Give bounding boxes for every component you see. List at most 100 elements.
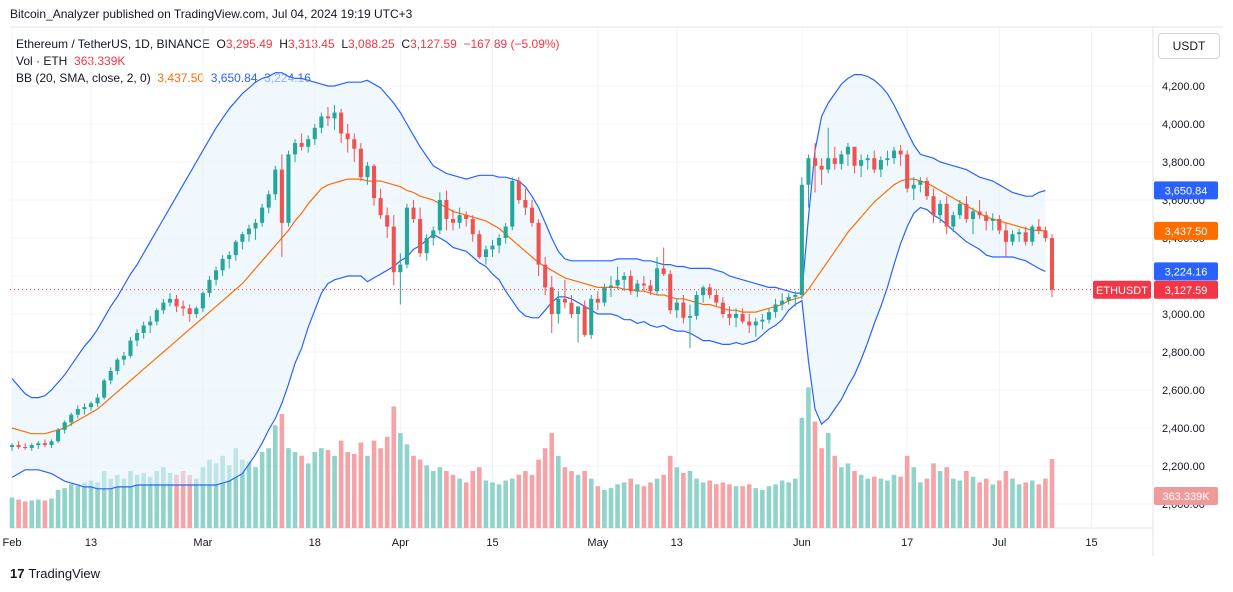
candle[interactable] bbox=[668, 270, 673, 314]
candle[interactable] bbox=[154, 308, 159, 326]
candle[interactable] bbox=[681, 295, 686, 324]
candle[interactable] bbox=[352, 133, 357, 163]
candle[interactable] bbox=[279, 154, 284, 257]
candle[interactable] bbox=[747, 314, 752, 333]
candle[interactable] bbox=[615, 266, 620, 290]
candle[interactable] bbox=[174, 295, 179, 313]
candle[interactable] bbox=[299, 133, 304, 151]
candle[interactable] bbox=[16, 441, 21, 449]
candle[interactable] bbox=[523, 188, 528, 216]
candle[interactable] bbox=[576, 306, 581, 343]
candle[interactable] bbox=[661, 247, 666, 277]
candle[interactable] bbox=[128, 336, 133, 358]
candle[interactable] bbox=[786, 293, 791, 305]
candle[interactable] bbox=[345, 124, 350, 153]
candle[interactable] bbox=[325, 106, 330, 126]
time-axis[interactable]: Feb 13 Mar 18 Apr 15 May 13 Jun 17 Jul 15 bbox=[3, 537, 1098, 549]
candle[interactable] bbox=[773, 298, 778, 318]
candle[interactable] bbox=[938, 200, 943, 223]
candle[interactable] bbox=[720, 296, 725, 318]
candle[interactable] bbox=[655, 257, 660, 295]
candle[interactable] bbox=[905, 150, 910, 193]
candle[interactable] bbox=[214, 266, 219, 286]
candle[interactable] bbox=[220, 255, 225, 276]
candle[interactable] bbox=[635, 279, 640, 297]
candle[interactable] bbox=[628, 270, 633, 295]
candle[interactable] bbox=[9, 443, 15, 451]
candle[interactable] bbox=[622, 272, 627, 292]
candle[interactable] bbox=[42, 439, 47, 447]
candle[interactable] bbox=[398, 253, 403, 305]
candle[interactable] bbox=[845, 143, 850, 166]
candle[interactable] bbox=[115, 357, 120, 375]
candle[interactable] bbox=[701, 285, 706, 303]
candle[interactable] bbox=[371, 163, 377, 206]
candle[interactable] bbox=[135, 329, 140, 347]
candle[interactable] bbox=[385, 207, 390, 238]
candle[interactable] bbox=[529, 200, 535, 227]
candle[interactable] bbox=[1017, 228, 1022, 242]
candle[interactable] bbox=[885, 150, 890, 166]
candle[interactable] bbox=[543, 257, 548, 295]
candle[interactable] bbox=[404, 203, 409, 269]
candle[interactable] bbox=[1023, 226, 1028, 246]
candle[interactable] bbox=[780, 293, 785, 311]
candle[interactable] bbox=[227, 251, 232, 269]
candle[interactable] bbox=[332, 105, 337, 130]
candle[interactable] bbox=[240, 232, 245, 250]
candle[interactable] bbox=[1030, 224, 1035, 246]
candle[interactable] bbox=[483, 245, 488, 265]
candle[interactable] bbox=[266, 190, 271, 214]
candle[interactable] bbox=[569, 295, 574, 318]
candle[interactable] bbox=[503, 222, 508, 244]
candle[interactable] bbox=[464, 211, 469, 227]
candle[interactable] bbox=[253, 219, 258, 240]
candle[interactable] bbox=[602, 283, 607, 307]
candle[interactable] bbox=[246, 224, 252, 242]
candle[interactable] bbox=[766, 308, 772, 324]
candle[interactable] bbox=[431, 226, 436, 246]
candle[interactable] bbox=[674, 298, 679, 318]
currency-button[interactable]: USDT bbox=[1158, 33, 1220, 59]
candle[interactable] bbox=[477, 230, 482, 259]
candle[interactable] bbox=[1003, 222, 1008, 257]
candle[interactable] bbox=[510, 177, 515, 231]
candle[interactable] bbox=[865, 154, 870, 170]
tradingview-logo[interactable]: 17 TradingView bbox=[10, 566, 100, 581]
candle[interactable] bbox=[760, 314, 765, 330]
legend-bb-label[interactable]: BB (20, SMA, close, 2, 0) bbox=[16, 71, 151, 85]
candle[interactable] bbox=[424, 234, 429, 261]
candle[interactable] bbox=[589, 295, 594, 339]
candle[interactable] bbox=[562, 279, 567, 309]
candle[interactable] bbox=[970, 207, 976, 235]
candle[interactable] bbox=[88, 401, 94, 411]
candle[interactable] bbox=[918, 177, 923, 193]
candle[interactable] bbox=[1010, 230, 1015, 246]
candle[interactable] bbox=[36, 441, 41, 449]
candle[interactable] bbox=[536, 219, 541, 276]
candle[interactable] bbox=[931, 188, 936, 223]
candle[interactable] bbox=[608, 276, 614, 297]
candle[interactable] bbox=[286, 150, 291, 227]
candle[interactable] bbox=[306, 135, 311, 153]
candle[interactable] bbox=[82, 403, 87, 415]
candle[interactable] bbox=[516, 177, 521, 204]
candle[interactable] bbox=[437, 192, 442, 235]
candle[interactable] bbox=[872, 150, 877, 174]
candle[interactable] bbox=[141, 321, 146, 339]
candle[interactable] bbox=[339, 108, 344, 143]
candle[interactable] bbox=[181, 300, 186, 316]
candle[interactable] bbox=[549, 276, 554, 333]
candle[interactable] bbox=[365, 162, 370, 185]
candle[interactable] bbox=[984, 211, 989, 231]
candle[interactable] bbox=[23, 443, 28, 450]
candle[interactable] bbox=[1043, 226, 1048, 242]
candle[interactable] bbox=[812, 143, 818, 193]
candle[interactable] bbox=[161, 298, 166, 314]
candle[interactable] bbox=[207, 276, 212, 297]
candle[interactable] bbox=[457, 207, 462, 229]
candle[interactable] bbox=[108, 367, 113, 385]
candle[interactable] bbox=[648, 279, 653, 295]
candle[interactable] bbox=[391, 215, 396, 286]
candles[interactable] bbox=[9, 105, 1153, 451]
